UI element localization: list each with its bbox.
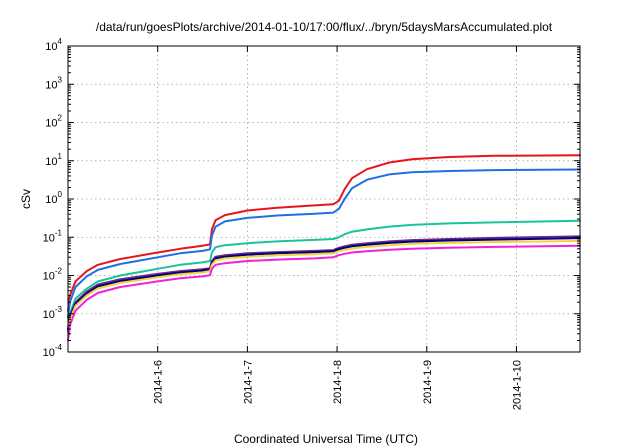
x-axis: 2014-1-6 2014-1-7 2014-1-8 2014-1-9 2014-1-1… xyxy=(153,46,523,410)
y-tick-label: 104 xyxy=(45,37,62,53)
y-tick-label: 103 xyxy=(45,75,62,91)
series-line xyxy=(67,219,581,330)
y-axis: 10-4 10-3 10-2 10-1 100 101 102 103 104 xyxy=(43,37,580,359)
y-tick-label: 10-2 xyxy=(43,267,63,283)
x-tick-label: 2014-1-6 xyxy=(153,360,165,404)
x-axis-label: Coordinated Universal Time (UTC) xyxy=(234,432,418,446)
y-tick-label: 101 xyxy=(45,152,62,168)
series-line xyxy=(67,235,581,330)
y-tick-label: 10-4 xyxy=(43,343,63,359)
series-line xyxy=(67,168,581,319)
y-tick-label: 102 xyxy=(45,114,62,130)
x-tick-label: 2014-1-8 xyxy=(332,360,344,404)
x-tick-label: 2014-1-9 xyxy=(422,360,434,404)
y-tick-label: 10-1 xyxy=(43,228,63,244)
y-axis-label: cSv xyxy=(19,189,33,209)
chart-title: /data/run/goesPlots/archive/2014-01-10/1… xyxy=(96,20,553,34)
y-tick-label: 100 xyxy=(45,190,62,206)
x-tick-label: 2014-1-7 xyxy=(242,360,254,404)
y-tick-label: 10-3 xyxy=(43,305,63,321)
series-line xyxy=(67,154,581,312)
series-group xyxy=(67,154,581,342)
series-line xyxy=(67,240,581,335)
x-tick-label: 2014-1-10 xyxy=(511,360,523,410)
series-line xyxy=(67,244,581,342)
grid xyxy=(68,46,580,352)
series-line xyxy=(67,237,581,333)
